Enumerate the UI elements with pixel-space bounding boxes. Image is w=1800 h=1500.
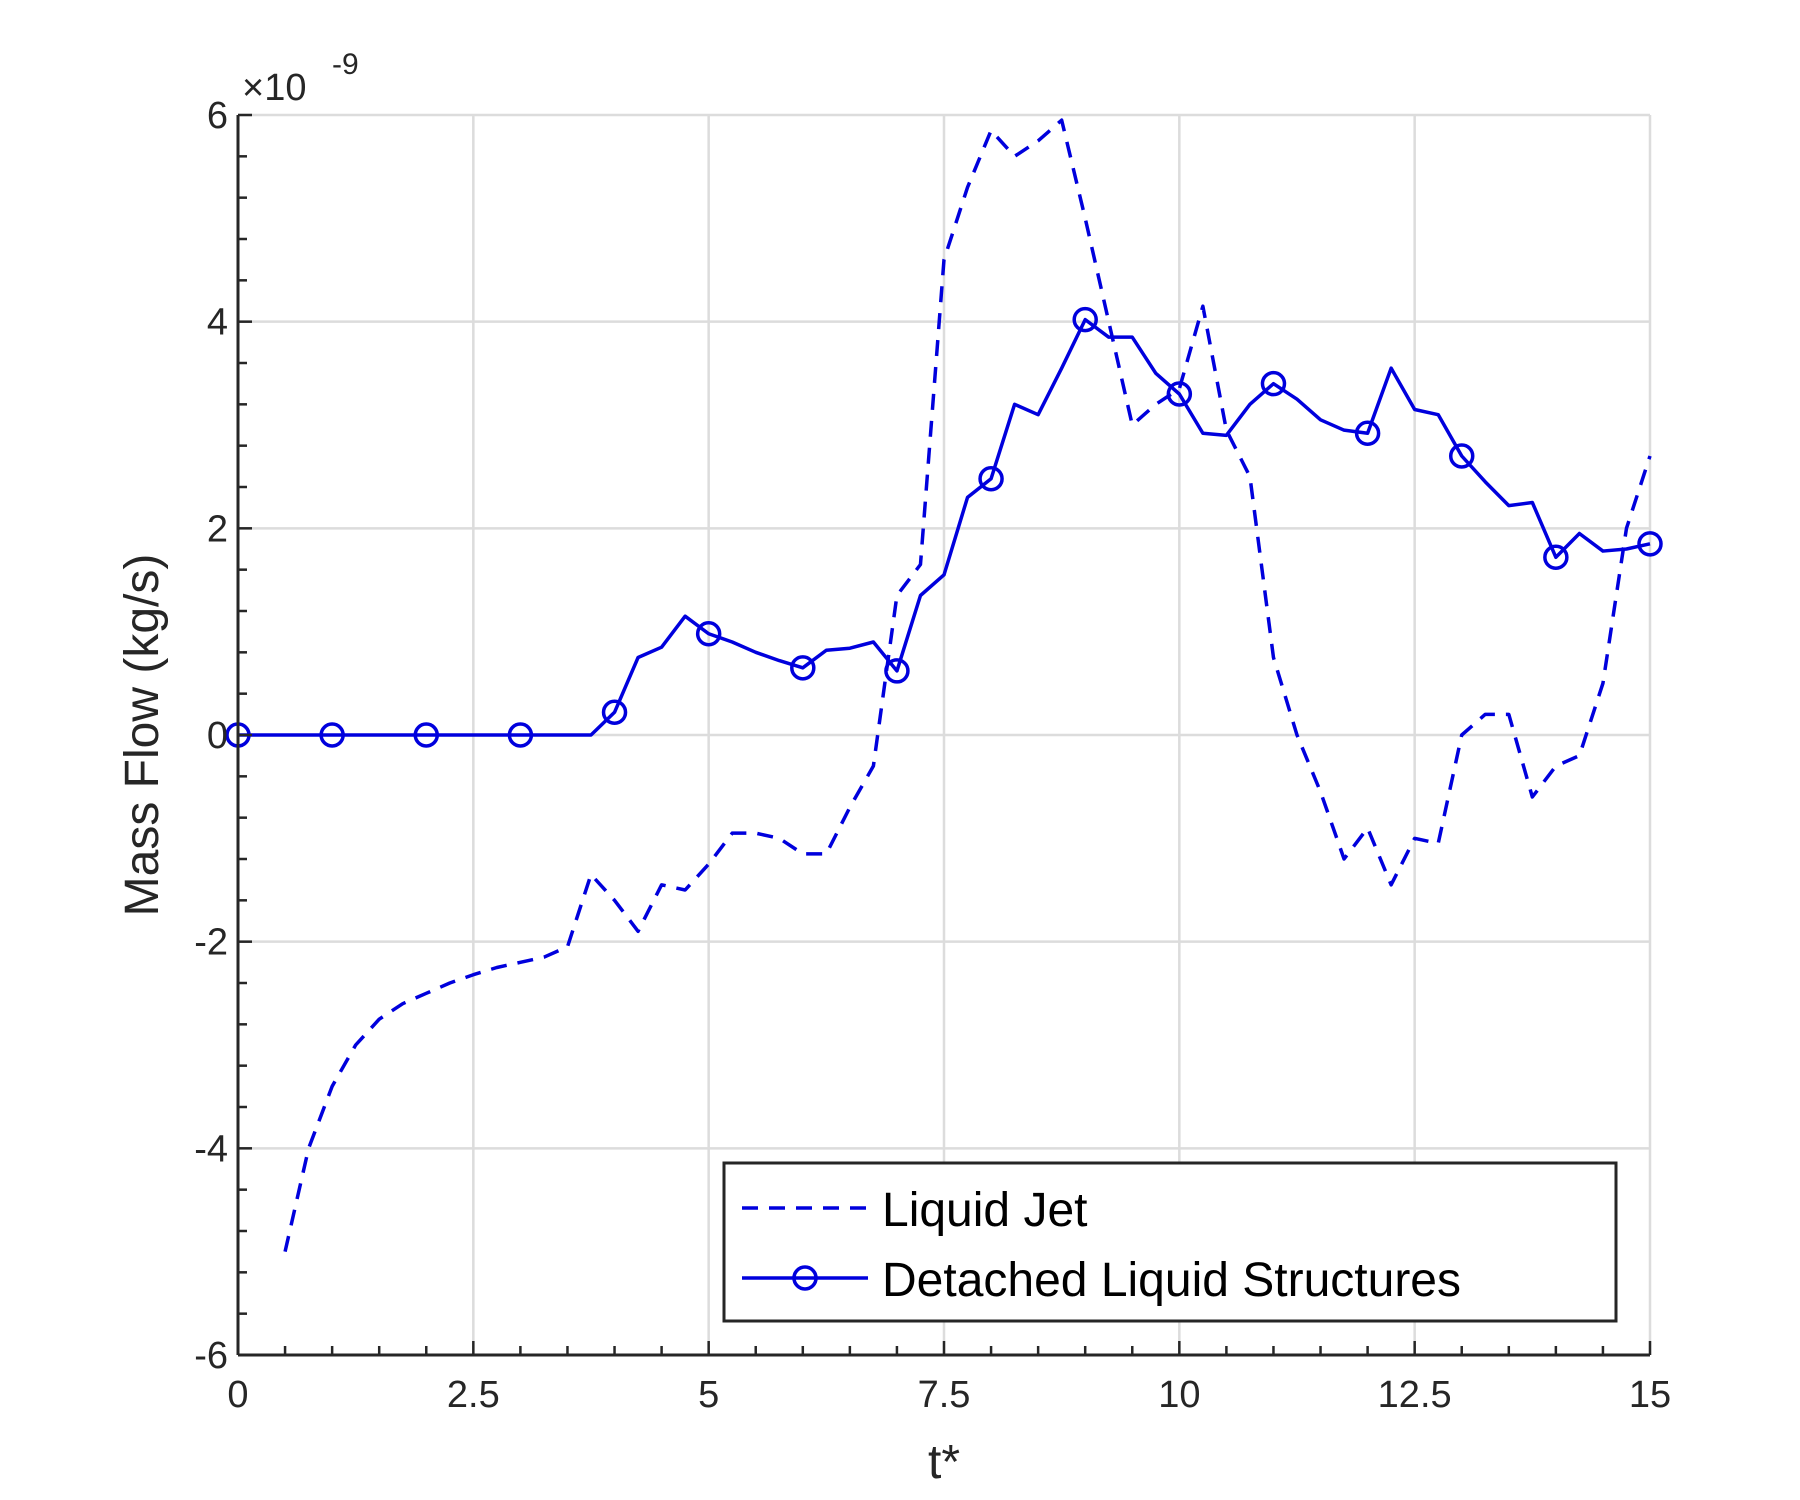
y-axis-title: Mass Flow (kg/s) [116, 554, 169, 917]
y-tick-label: -6 [194, 1335, 228, 1377]
y-tick-label: 0 [207, 715, 228, 757]
legend-jet-label: Liquid Jet [882, 1184, 1087, 1237]
x-tick-label: 15 [1629, 1374, 1671, 1416]
dls-marker [1637, 531, 1663, 557]
dls-marker [1072, 306, 1098, 333]
liquid-jet-series [283, 118, 1652, 1253]
y-tick-label: 4 [207, 302, 228, 344]
x-tick-label: 12.5 [1378, 1374, 1452, 1416]
y-exponent-base: ×10 [242, 67, 306, 109]
dls-marker [1166, 381, 1193, 407]
legend: Liquid Jet Detached Liquid Structures [722, 1161, 1618, 1323]
dls-marker [884, 658, 910, 684]
y-tick-label: -2 [194, 922, 228, 964]
legend-dls-marker [792, 1265, 818, 1291]
x-tick-label: 10 [1158, 1374, 1200, 1416]
x-tick-label: 5 [698, 1374, 719, 1416]
x-tick-label: 2.5 [447, 1374, 500, 1416]
y-tick-label: 6 [207, 95, 228, 137]
ticks [236, 113, 1652, 1357]
legend-box [722, 1161, 1618, 1323]
x-tick-label: 0 [227, 1374, 248, 1416]
dls-marker [695, 620, 722, 647]
dls-marker [507, 722, 534, 748]
detached-liquid-structures-series [225, 306, 1663, 748]
y-exponent-power: -9 [332, 48, 359, 81]
y-tick-label: -4 [194, 1128, 228, 1170]
dls-marker [790, 655, 816, 681]
x-tick-label: 7.5 [918, 1374, 971, 1416]
dls-marker [601, 699, 628, 726]
dls-marker [1543, 544, 1569, 571]
detached-liquid-structures-line [238, 317, 1651, 737]
y-tick-label: 2 [207, 508, 228, 550]
liquid-jet-line [283, 118, 1652, 1253]
tick-labels: 0 2.5 5 7.5 10 12.5 15 -6 -4 -2 0 2 4 6 [194, 95, 1671, 1416]
dls-marker [978, 465, 1004, 492]
dls-marker [1448, 443, 1475, 469]
dls-marker [1260, 370, 1287, 397]
legend-dls-label: Detached Liquid Structures [882, 1254, 1461, 1307]
y-exponent-label: ×10 -9 [242, 48, 359, 109]
x-axis-title: t* [928, 1436, 960, 1489]
dls-marker [1354, 420, 1381, 447]
dls-marker [413, 722, 440, 748]
dls-marker [319, 722, 345, 748]
